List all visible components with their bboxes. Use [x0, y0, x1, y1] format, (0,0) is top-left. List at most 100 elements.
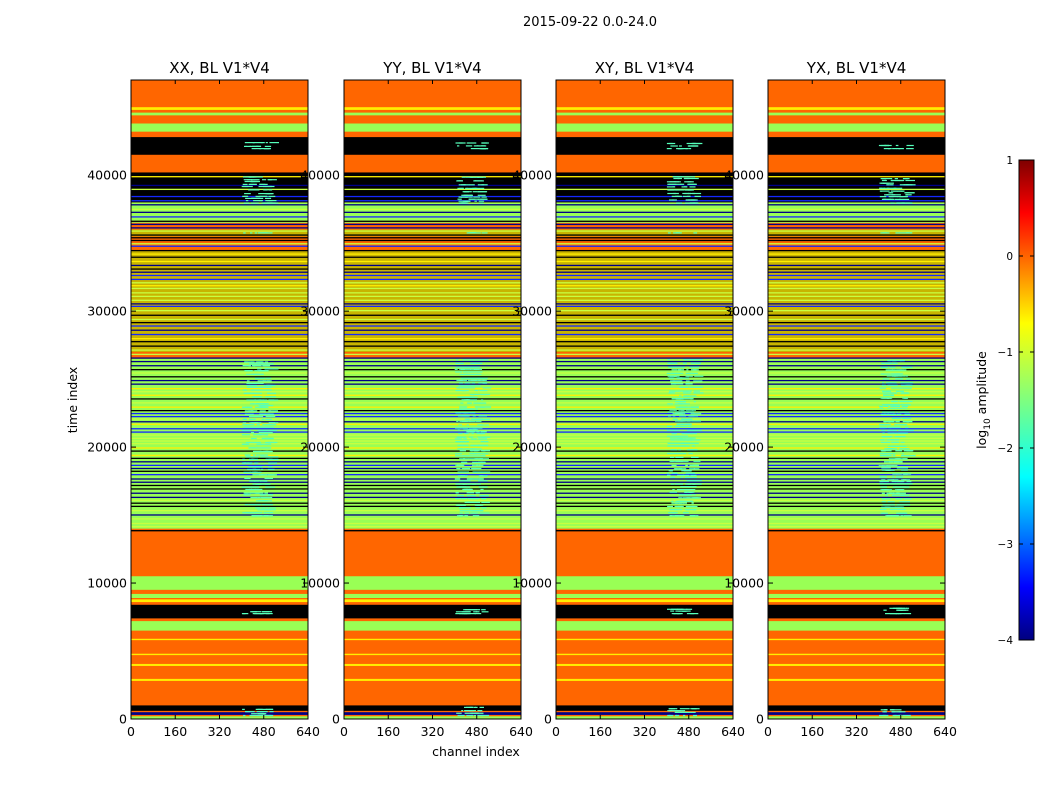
heatmap-speckle: [246, 179, 251, 181]
heatmap-stripe: [556, 440, 733, 442]
heatmap-speckle: [669, 199, 674, 201]
heatmap-speckle: [474, 613, 482, 615]
heatmap-stripe: [131, 256, 308, 258]
heatmap-speckle: [667, 232, 671, 234]
heatmap-speckle: [261, 429, 271, 432]
heatmap-stripe: [768, 230, 945, 232]
heatmap-stripe: [556, 406, 733, 408]
heatmap-stripe: [344, 464, 521, 467]
heatmap-speckle: [253, 450, 262, 453]
heatmap-stripe: [556, 461, 733, 463]
heatmap-speckle: [894, 178, 898, 180]
heatmap-speckle: [904, 382, 914, 384]
heatmap-stripe: [768, 499, 945, 501]
heatmap-stripe: [768, 176, 945, 178]
heatmap-speckle: [670, 435, 678, 437]
heatmap-speckle: [688, 425, 692, 427]
heatmap-speckle: [901, 400, 904, 403]
heatmap-speckle: [461, 475, 465, 477]
heatmap-stripe: [131, 406, 308, 408]
heatmap-speckle: [476, 464, 481, 466]
heatmap-stripe: [344, 409, 521, 412]
heatmap-stripe: [344, 188, 521, 191]
heatmap-speckle: [474, 510, 484, 512]
heatmap-speckle: [689, 386, 692, 388]
heatmap-speckle: [473, 611, 478, 613]
heatmap-speckle: [892, 148, 897, 150]
heatmap-speckle: [264, 145, 272, 147]
heatmap-stripe: [556, 514, 733, 516]
heatmap-stripe: [768, 464, 945, 467]
heatmap-speckle: [887, 187, 890, 189]
y-tick-label: 20000: [300, 440, 340, 455]
heatmap-speckle: [903, 498, 912, 500]
heatmap-speckle: [480, 480, 488, 482]
heatmap-speckle: [686, 411, 690, 413]
heatmap-speckle: [482, 145, 485, 147]
heatmap-stripe: [768, 256, 945, 258]
heatmap-speckle: [885, 515, 896, 517]
heatmap-stripe: [556, 249, 733, 252]
heatmap-speckle: [684, 425, 687, 427]
heatmap-speckle: [685, 199, 690, 201]
heatmap-stripe: [131, 474, 308, 476]
heatmap-stripe: [768, 488, 945, 490]
heatmap-band: [556, 638, 733, 641]
heatmap-stripe: [131, 195, 308, 198]
heatmap-stripe: [131, 461, 308, 463]
heatmap-speckle: [895, 486, 901, 488]
heatmap-speckle: [464, 706, 474, 708]
heatmap-stripe: [556, 365, 733, 367]
heatmap-speckle: [682, 406, 690, 408]
heatmap-speckle: [481, 142, 489, 144]
heatmap-speckle: [262, 179, 267, 181]
heatmap-speckle: [672, 415, 676, 417]
heatmap-speckle: [667, 442, 674, 444]
heatmap-stripe: [556, 412, 733, 415]
heatmap-stripe: [768, 496, 945, 499]
heatmap-speckle: [480, 471, 491, 473]
heatmap-speckle: [257, 447, 267, 449]
heatmap-speckle: [455, 427, 461, 429]
heatmap-speckle: [252, 392, 262, 394]
heatmap-speckle: [250, 232, 253, 234]
heatmap-stripe: [768, 372, 945, 374]
heatmap-stripe: [556, 239, 733, 242]
heatmap-stripe: [556, 450, 733, 452]
heatmap-speckle: [881, 179, 887, 182]
heatmap-speckle: [480, 424, 489, 426]
heatmap-speckle: [255, 488, 259, 491]
heatmap-stripe: [131, 522, 308, 525]
heatmap-speckle: [680, 486, 689, 488]
heatmap-speckle: [468, 142, 477, 144]
heatmap-speckle: [472, 478, 482, 480]
heatmap-speckle: [889, 508, 897, 511]
heatmap-stripe: [768, 314, 945, 316]
heatmap-speckle: [470, 714, 474, 717]
heatmap-stripe: [556, 349, 733, 351]
x-tick-label: 0: [340, 724, 348, 739]
x-tick-label: 640: [933, 724, 957, 739]
heatmap-speckle: [671, 429, 681, 431]
heatmap-stripe: [344, 314, 521, 316]
heatmap-speckle: [881, 467, 891, 469]
heatmap-speckle: [243, 426, 247, 428]
heatmap-speckle: [676, 710, 686, 712]
heatmap-speckle: [253, 183, 257, 185]
heatmap-speckle: [903, 458, 907, 460]
heatmap-speckle: [459, 450, 466, 452]
heatmap-stripe: [556, 499, 733, 501]
heatmap-speckle: [884, 144, 892, 147]
heatmap-band: [131, 172, 308, 203]
heatmap-speckle: [674, 403, 683, 405]
heatmap-speckle: [245, 424, 251, 426]
heatmap-speckle: [266, 426, 270, 428]
x-tick-label: 160: [588, 724, 612, 739]
heatmap-speckle: [883, 198, 894, 200]
heatmap-speckle: [901, 405, 906, 407]
heatmap-speckle: [880, 413, 886, 415]
heatmap-speckle: [468, 458, 478, 460]
heatmap-speckle: [251, 422, 259, 424]
heatmap-speckle: [247, 512, 258, 514]
heatmap-band: [131, 112, 308, 116]
